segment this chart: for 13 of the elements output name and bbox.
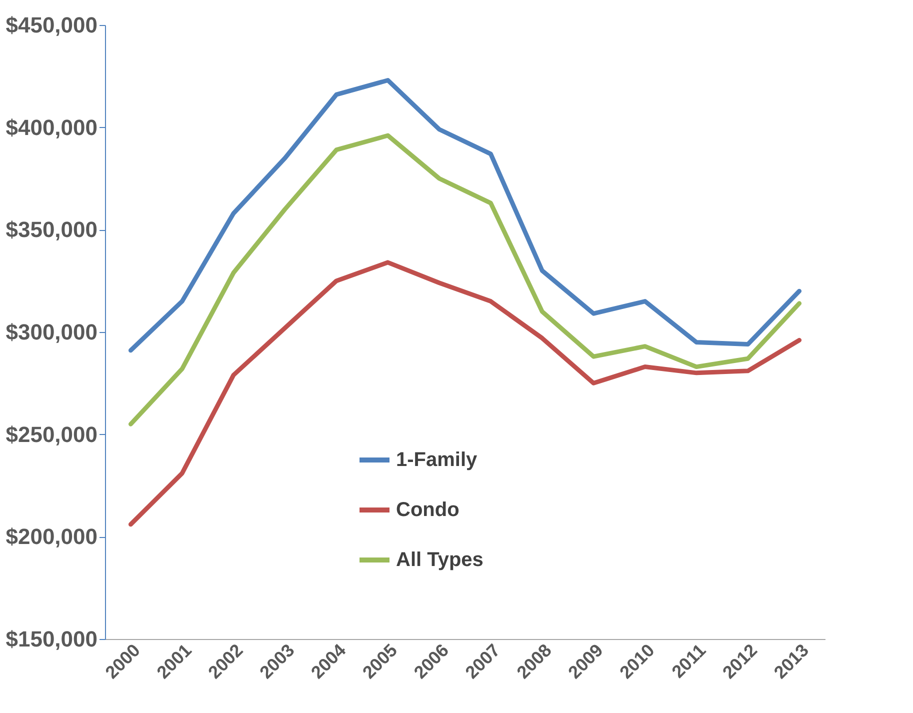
legend-label: 1-Family xyxy=(396,449,478,472)
y-tick-label: $450,000 xyxy=(6,12,98,38)
y-tick-label: $300,000 xyxy=(6,320,98,344)
y-tick-label: $200,000 xyxy=(6,524,98,550)
y-tick-label: $150,000 xyxy=(6,626,98,652)
legend-label: All Types xyxy=(396,549,484,572)
y-tick-label: $250,000 xyxy=(6,422,98,447)
legend-label: Condo xyxy=(396,499,460,522)
y-tick-label: $400,000 xyxy=(6,114,98,140)
y-tick-label: $350,000 xyxy=(6,217,98,242)
line-series xyxy=(128,133,802,426)
line-series xyxy=(128,260,802,527)
line-series xyxy=(128,78,802,353)
